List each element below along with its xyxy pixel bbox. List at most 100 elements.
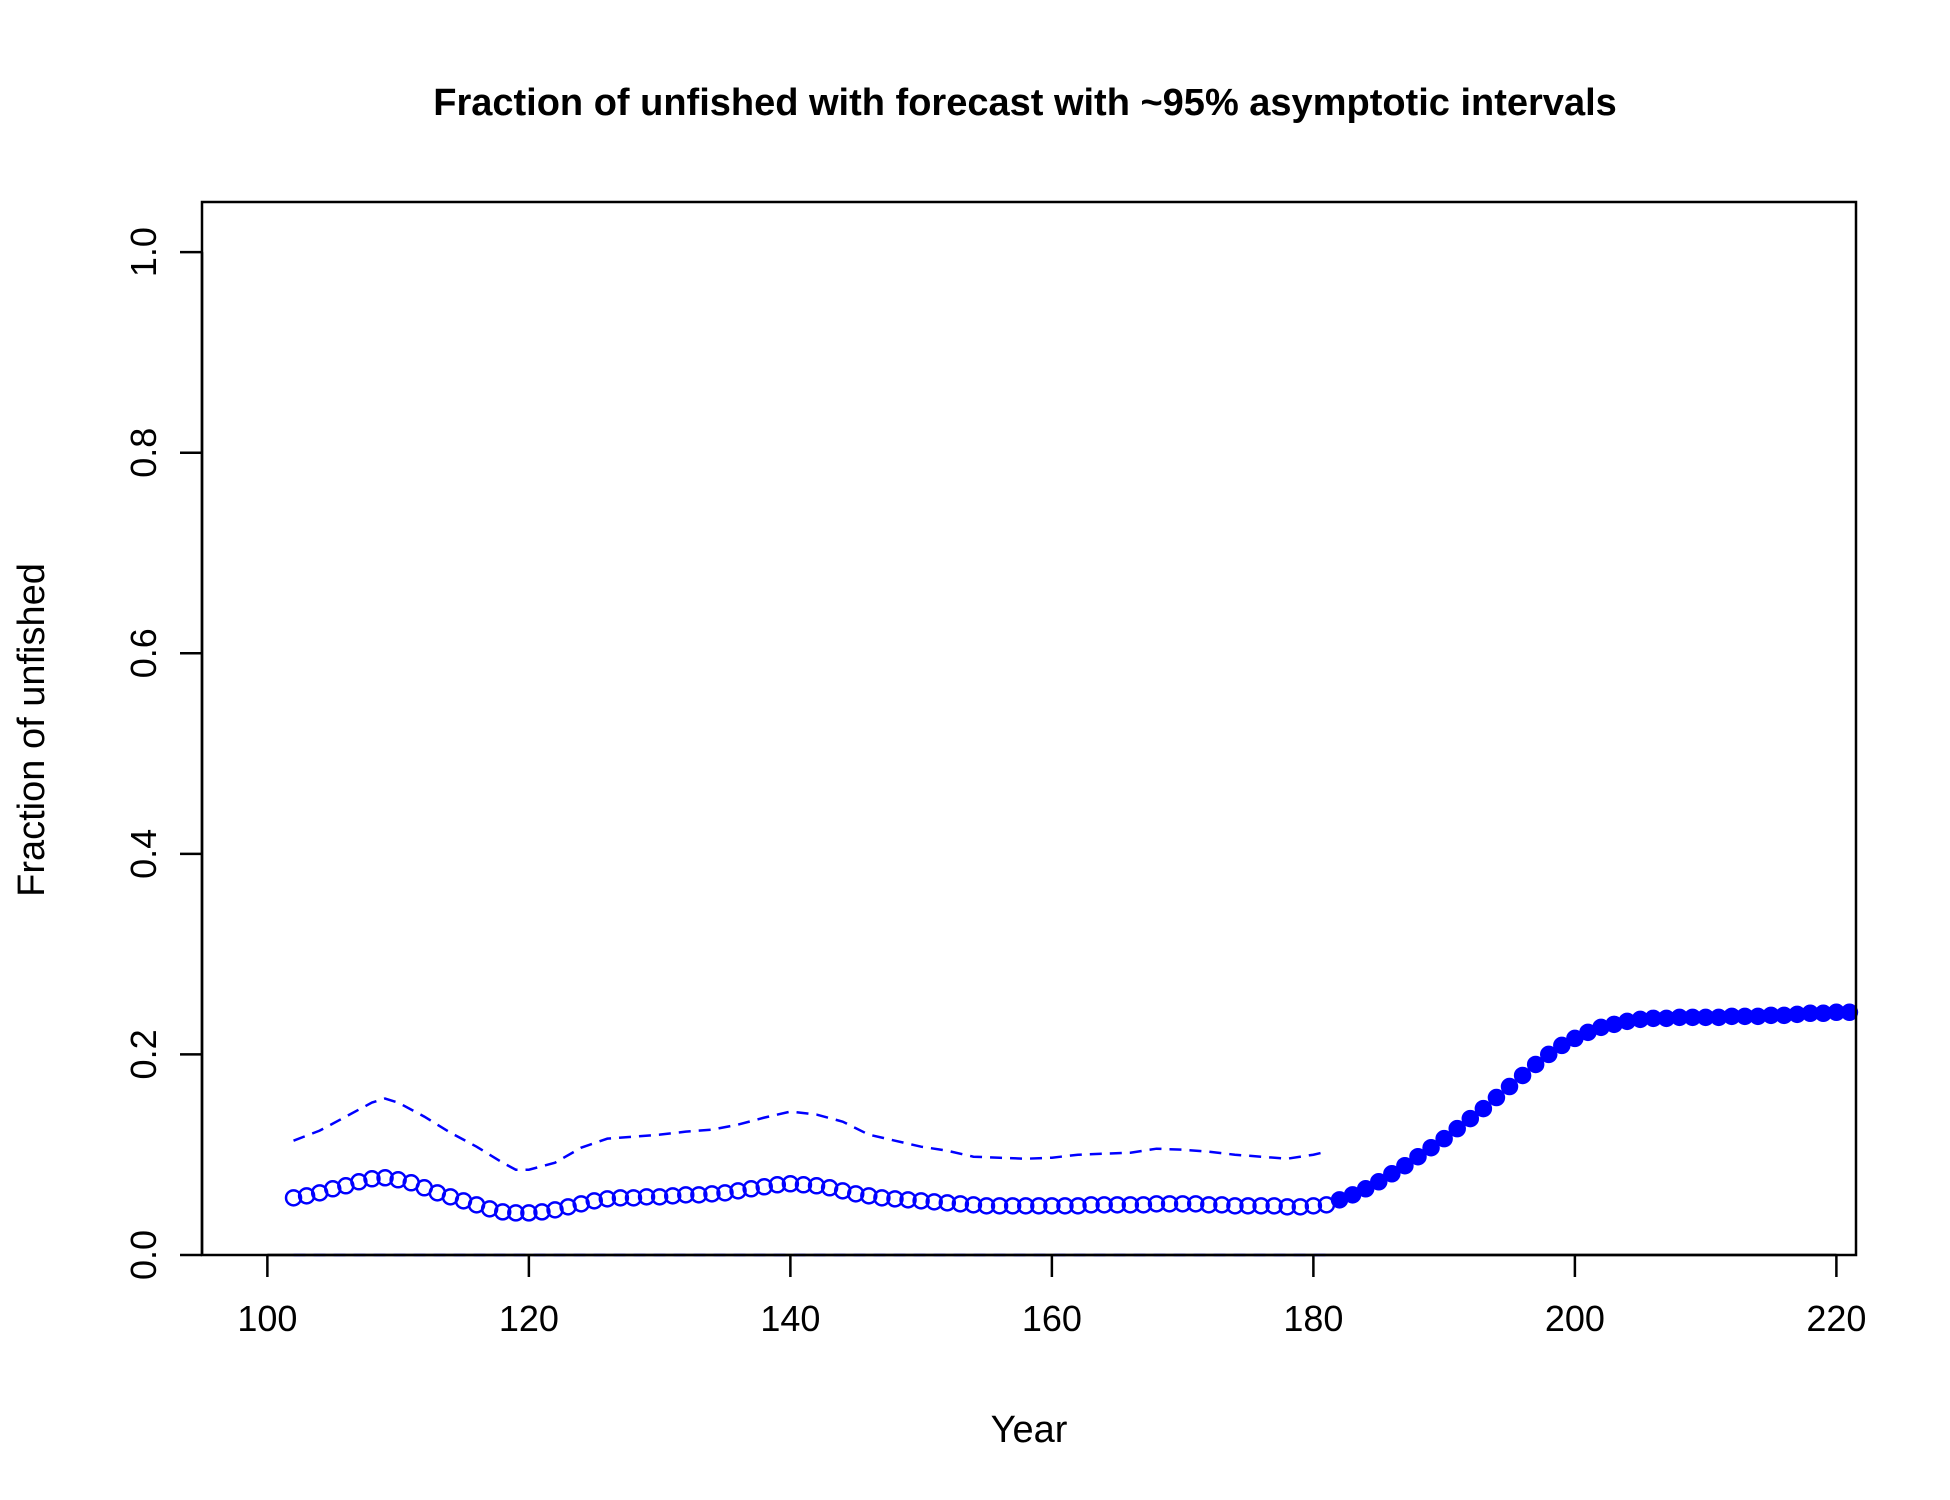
estimate-point <box>677 1186 695 1204</box>
estimate-point <box>1095 1196 1113 1214</box>
estimate-point <box>1056 1197 1074 1215</box>
x-tick-label: 160 <box>1022 1298 1082 1339</box>
estimate-point <box>1147 1195 1166 1213</box>
estimate-point <box>493 1203 512 1221</box>
estimate-point <box>925 1193 943 1211</box>
estimate-point <box>886 1190 904 1208</box>
chart-title: Fraction of unfished with forecast with … <box>433 82 1617 124</box>
estimate-series <box>284 1169 1336 1222</box>
plot-frame <box>200 200 1858 1257</box>
forecast-point <box>1513 1066 1532 1085</box>
estimate-point <box>703 1185 721 1203</box>
estimate-point <box>650 1188 669 1206</box>
estimate-point <box>1291 1198 1310 1216</box>
estimate-point <box>781 1175 800 1193</box>
forecast-point <box>1539 1045 1558 1064</box>
estimate-point <box>507 1204 525 1222</box>
estimate-point <box>977 1197 996 1215</box>
estimate-point <box>1173 1195 1192 1213</box>
estimate-point <box>847 1185 865 1203</box>
x-axis: 100 120 140 160 180 200 220 <box>237 1253 1866 1339</box>
interval-line-2 <box>293 1097 1327 1172</box>
y-tick-label: 1.0 <box>123 227 164 277</box>
x-tick-label: 180 <box>1283 1298 1343 1339</box>
estimate-point <box>1121 1196 1140 1214</box>
estimate-point <box>585 1192 604 1210</box>
y-tick-label: 0.4 <box>123 829 164 879</box>
forecast-point <box>1422 1138 1440 1157</box>
estimate-point <box>1043 1197 1061 1215</box>
estimate-point <box>1016 1197 1035 1215</box>
x-tick-label: 200 <box>1545 1298 1605 1339</box>
forecast-point <box>1487 1088 1506 1107</box>
estimate-point <box>663 1187 682 1205</box>
forecast-point <box>1356 1180 1375 1198</box>
y-tick-label: 0.8 <box>123 428 164 478</box>
estimate-point <box>1160 1195 1179 1213</box>
forecast-point <box>1840 1003 1859 1022</box>
estimate-point <box>794 1176 813 1194</box>
estimate-point <box>376 1169 394 1187</box>
estimate-point <box>1200 1196 1218 1214</box>
estimate-point <box>899 1191 917 1209</box>
x-axis-label: Year <box>991 1409 1068 1451</box>
estimate-point <box>1213 1196 1231 1214</box>
estimate-point <box>1226 1197 1244 1215</box>
forecast-point <box>1553 1036 1571 1055</box>
estimate-point <box>807 1177 826 1195</box>
estimate-point <box>873 1189 891 1207</box>
estimate-point <box>1108 1196 1127 1214</box>
estimate-point <box>1239 1197 1257 1215</box>
x-tick-label: 100 <box>237 1298 297 1339</box>
x-tick-label: 120 <box>499 1298 559 1339</box>
estimate-point <box>912 1192 930 1210</box>
forecast-point <box>1370 1173 1388 1191</box>
estimate-point <box>637 1188 656 1206</box>
forecast-point <box>1448 1119 1466 1138</box>
y-tick-label: 0.2 <box>123 1029 164 1079</box>
estimate-point <box>1003 1197 1022 1215</box>
estimate-point <box>964 1196 983 1214</box>
y-tick-label: 0.6 <box>123 628 164 678</box>
estimate-point <box>1265 1197 1283 1215</box>
forecast-point <box>1435 1129 1453 1148</box>
forecast-point <box>1526 1055 1545 1074</box>
estimate-point <box>729 1182 747 1200</box>
x-tick-label: 220 <box>1806 1298 1866 1339</box>
estimate-point <box>611 1189 630 1207</box>
estimate-point <box>1069 1197 1087 1215</box>
forecast-point <box>1500 1077 1519 1096</box>
estimate-point <box>533 1203 551 1221</box>
estimate-point <box>716 1184 734 1202</box>
forecast-point <box>1474 1099 1493 1118</box>
estimate-point <box>520 1204 538 1222</box>
estimate-point <box>690 1186 708 1204</box>
x-tick-label: 140 <box>760 1298 820 1339</box>
estimate-point <box>768 1176 787 1194</box>
estimate-point <box>1278 1198 1296 1216</box>
estimate-point <box>860 1187 878 1205</box>
estimate-point <box>1252 1197 1270 1215</box>
estimate-point <box>624 1189 643 1207</box>
estimate-point <box>598 1190 617 1208</box>
estimate-point <box>1082 1196 1100 1214</box>
estimate-point <box>1030 1197 1048 1215</box>
forecast-point <box>1461 1109 1480 1128</box>
forecast-point <box>1396 1156 1414 1175</box>
y-axis-label: Fraction of unfished <box>11 563 53 897</box>
estimate-point <box>284 1189 303 1207</box>
estimate-point <box>755 1178 773 1196</box>
estimate-point <box>1134 1196 1153 1214</box>
estimate-point <box>938 1194 957 1212</box>
estimate-point <box>742 1180 760 1198</box>
forecast-point <box>1383 1165 1401 1183</box>
y-tick-label: 0.0 <box>123 1230 164 1280</box>
estimate-point <box>1186 1195 1205 1213</box>
estimate-point <box>1304 1197 1323 1215</box>
forecast-point <box>1409 1147 1427 1166</box>
estimate-point <box>951 1195 970 1213</box>
estimate-point <box>363 1170 381 1188</box>
estimate-point <box>990 1197 1009 1215</box>
